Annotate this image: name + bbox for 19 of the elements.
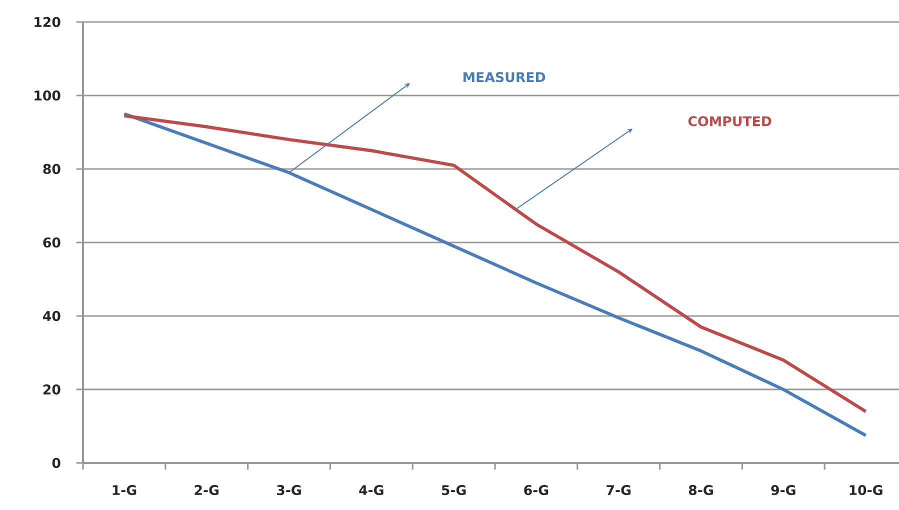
text: MEASURED xyxy=(464,72,546,82)
y-tick-label: 100 xyxy=(34,90,60,101)
y-tick-label: 20 xyxy=(43,384,60,395)
x-tick-label: 5-G xyxy=(442,485,466,496)
y-tick-label: 80 xyxy=(43,164,60,174)
x-tick-label: 9-G xyxy=(771,485,796,496)
x-tick-label: 7-G xyxy=(606,485,631,496)
x-tick-label: 2-G xyxy=(194,485,219,496)
y-tick-label: 120 xyxy=(34,16,60,28)
x-tick-label: 3-G xyxy=(277,485,301,496)
y-tick-label: 60 xyxy=(43,237,60,248)
x-tick-label: 1-G xyxy=(112,485,136,496)
y-tick-label: 0 xyxy=(52,458,60,468)
text: COMPUTED xyxy=(688,116,772,126)
x-tick-label: 10-G xyxy=(850,485,882,496)
x-tick-label: 6-G xyxy=(524,485,548,496)
x-tick-label: 8-G xyxy=(688,485,713,496)
y-tick-label: 40 xyxy=(43,310,60,322)
x-tick-label: 4-G xyxy=(359,485,384,496)
